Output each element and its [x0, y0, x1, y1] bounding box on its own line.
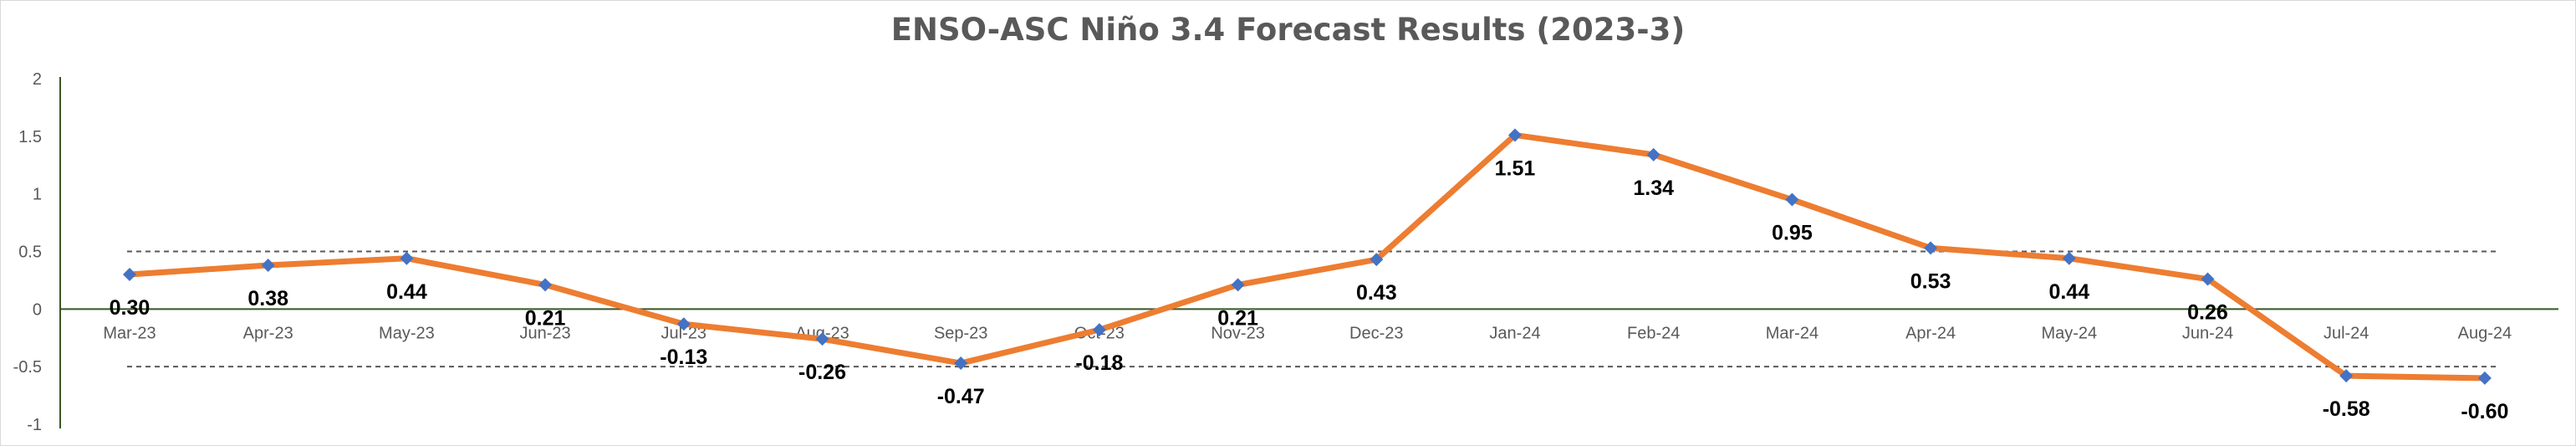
data-label: -0.58 [2323, 397, 2370, 421]
data-label: 0.44 [2048, 280, 2089, 304]
x-tick-label: May-23 [379, 324, 435, 342]
data-label: -0.47 [937, 385, 985, 408]
x-tick-label: Feb-24 [1627, 324, 1680, 342]
data-label: 0.26 [2187, 301, 2228, 325]
data-point-marker [2477, 371, 2492, 385]
data-point-marker [2062, 251, 2076, 265]
data-label: -0.13 [660, 346, 707, 369]
x-tick-label: Dec-23 [1349, 324, 1403, 342]
x-tick-label: Mar-24 [1766, 324, 1819, 342]
y-tick-label: -1 [27, 416, 42, 434]
chart-title: ENSO-ASC Niño 3.4 Forecast Results (2023… [890, 12, 1686, 48]
x-tick-label: Jun-24 [2182, 324, 2233, 342]
x-tick-label: Nov-23 [1211, 324, 1264, 342]
data-label: 0.21 [525, 306, 566, 330]
data-point-marker [2201, 272, 2215, 286]
data-point-marker [261, 259, 275, 273]
data-point-marker [1924, 241, 1938, 255]
x-tick-label: May-24 [2041, 324, 2097, 342]
data-point-marker [1370, 253, 1384, 267]
data-point-marker [123, 268, 136, 282]
x-tick-label: Jul-23 [661, 324, 706, 342]
data-point-marker [1785, 192, 1799, 207]
data-point-marker [2339, 369, 2354, 383]
data-label: -0.26 [798, 361, 846, 384]
data-point-marker [400, 251, 414, 265]
data-point-marker [954, 356, 968, 371]
data-point-marker [1092, 323, 1106, 337]
data-point-marker [815, 332, 829, 346]
y-tick-label: 1.5 [18, 128, 42, 146]
data-label: 0.38 [247, 287, 288, 310]
data-point-marker [1508, 128, 1522, 142]
y-tick-label: -0.5 [13, 358, 42, 377]
y-tick-label: 0 [33, 300, 42, 319]
data-label: 0.30 [110, 296, 150, 320]
data-label: -0.18 [1075, 351, 1123, 375]
x-tick-label: Aug-24 [2458, 324, 2512, 342]
data-point-marker [676, 317, 691, 331]
x-tick-label: Jan-24 [1489, 324, 1540, 342]
y-tick-label: 0.5 [18, 244, 42, 262]
data-label: 0.44 [386, 280, 427, 304]
data-point-marker [1231, 278, 1245, 292]
y-tick-label: 1 [33, 186, 42, 204]
series-line [126, 131, 2488, 382]
data-label: -0.60 [2461, 400, 2508, 423]
x-tick-label: Jul-24 [2324, 324, 2369, 342]
data-point-marker [1646, 147, 1660, 161]
x-tick-label: Jun-23 [520, 324, 571, 342]
x-tick-label: Apr-23 [243, 324, 293, 342]
data-label: 1.34 [1633, 177, 1674, 200]
data-label: 0.43 [1356, 281, 1397, 305]
data-label: 0.21 [1217, 306, 1258, 330]
x-tick-label: Mar-23 [103, 324, 156, 342]
y-tick-label: 2 [33, 70, 42, 89]
data-point-marker [538, 278, 553, 292]
x-tick-label: Apr-24 [1905, 324, 1956, 342]
data-label: 1.51 [1495, 156, 1536, 180]
x-tick-label: Sep-23 [934, 324, 988, 342]
data-label: 0.53 [1910, 269, 1951, 293]
data-label: 0.95 [1772, 222, 1813, 245]
